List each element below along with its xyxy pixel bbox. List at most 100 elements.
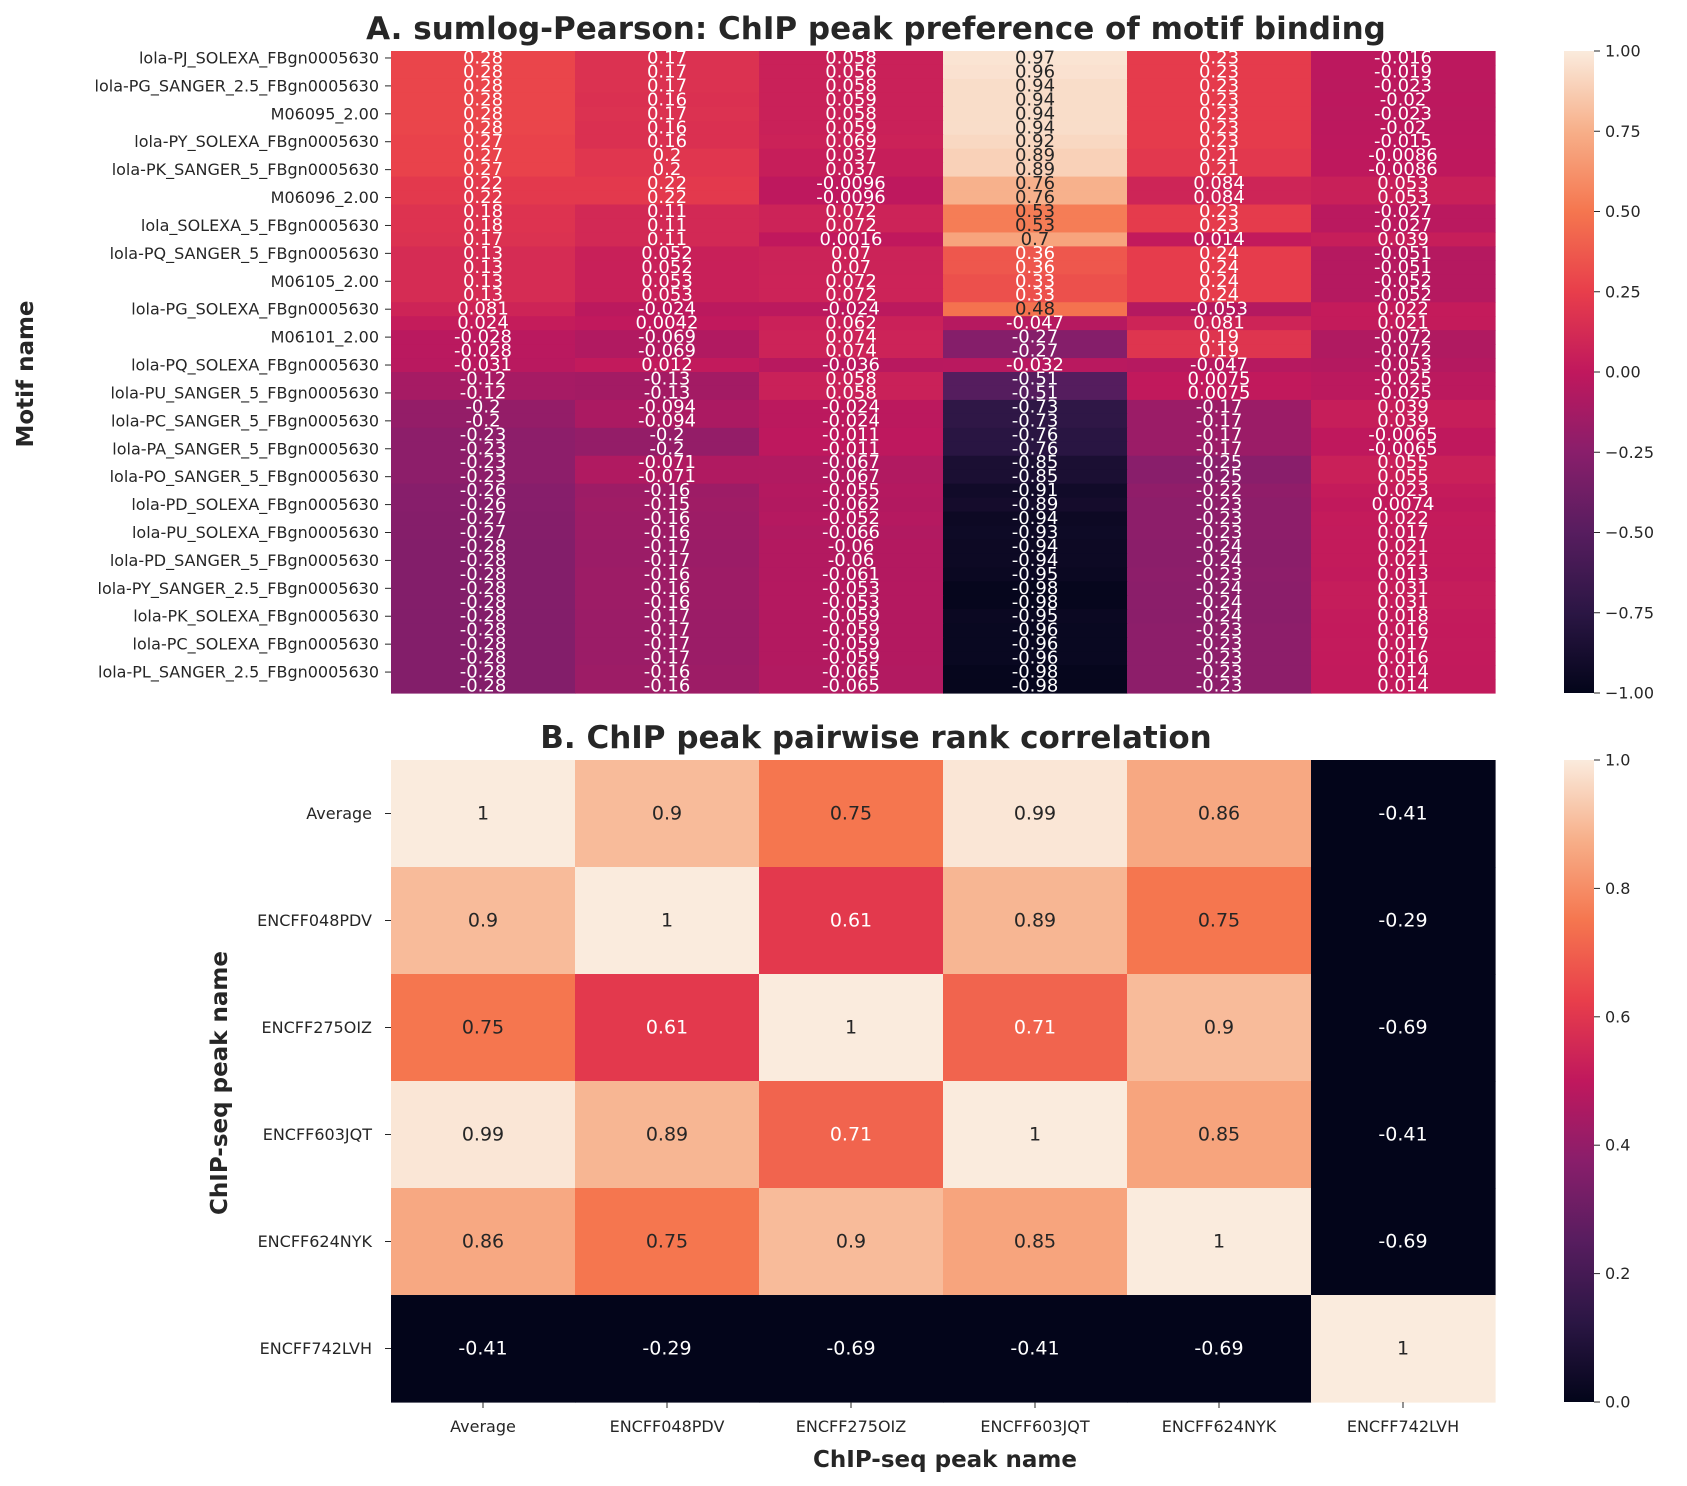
cell-value-label: -0.17 [644, 536, 691, 557]
cell-value-label: 0.072 [825, 285, 877, 306]
cell-value-label: 0.99 [462, 1124, 504, 1146]
heatmap-cell [759, 330, 944, 345]
heatmap-cell [391, 623, 576, 638]
heatmap-cell [1127, 399, 1312, 415]
cell-value-label: 1 [1397, 1338, 1409, 1360]
heatmap-cell [759, 867, 944, 975]
cell-value-label: -0.28 [460, 578, 507, 599]
cell-value-label: -0.16 [644, 508, 691, 529]
heatmap-cell [1127, 120, 1312, 136]
cell-value-label: 0.23 [1199, 201, 1239, 222]
heatmap-cell [1311, 1295, 1496, 1403]
heatmap-cell [575, 1188, 760, 1296]
cell-value-label: -0.027 [1374, 201, 1432, 222]
cell-value-label: -0.067 [822, 466, 880, 487]
heatmap-cell [391, 204, 576, 220]
cell-value-label: 0.058 [825, 368, 877, 389]
colorbar-tick-label: 0.4 [1605, 1136, 1630, 1155]
cell-value-label: -0.76 [1012, 424, 1059, 445]
heatmap-cell [943, 106, 1128, 122]
cell-value-label: 0.022 [1377, 299, 1429, 320]
panel-a-ylabel: Motif name [13, 300, 39, 447]
cell-value-label: 0.081 [1193, 313, 1245, 334]
cell-value-label: -0.059 [822, 606, 880, 627]
cell-value-label: 0.28 [463, 47, 503, 68]
panel-b-colorbar [1564, 760, 1594, 1402]
heatmap-cell [391, 511, 576, 527]
cell-value-label: 0.074 [825, 341, 877, 362]
cell-value-label: -0.94 [1012, 550, 1059, 571]
heatmap-cell [943, 760, 1128, 868]
cell-value-label: 0.024 [457, 313, 509, 334]
cell-value-label: -0.023 [1374, 75, 1432, 96]
cell-value-label: 0.0042 [636, 313, 699, 334]
heatmap-cell [759, 51, 944, 66]
cell-value-label: -0.69 [826, 1338, 875, 1360]
row-tick-label: M06096_2.00 [271, 188, 379, 208]
heatmap-cell [1311, 867, 1496, 975]
cell-value-label: -0.17 [1196, 410, 1243, 431]
heatmap-cell [1127, 511, 1312, 527]
heatmap-cell [943, 246, 1128, 261]
heatmap-cell [391, 413, 576, 429]
heatmap-cell [391, 665, 576, 680]
cell-value-label: 0.16 [647, 117, 687, 138]
cell-value-label: -0.053 [822, 592, 880, 613]
column-tick-label: ENCFF624NYK [1162, 1417, 1277, 1436]
cell-value-label: 0.0075 [1188, 382, 1251, 403]
cell-value-label: -0.011 [822, 438, 880, 459]
cell-value-label: -0.072 [1374, 327, 1432, 348]
heatmap-cell [1127, 525, 1312, 541]
heatmap-cell [575, 595, 760, 610]
heatmap-cell [943, 399, 1128, 415]
heatmap-cell [391, 274, 576, 289]
cell-value-label: 0.17 [463, 229, 503, 250]
cell-value-label: -0.41 [1010, 1338, 1059, 1360]
heatmap-cell [1127, 581, 1312, 596]
cell-value-label: 0.037 [825, 159, 877, 180]
cell-value-label: 0.013 [1377, 564, 1429, 585]
panel-a-heatmap: 0.28 0.17 0.058 0.97 0.23 -0.016 0.28 0.17 0.056… [391, 47, 1496, 697]
cell-value-label: -0.98 [1012, 592, 1059, 613]
heatmap-cell [391, 553, 576, 568]
heatmap-cell [759, 316, 944, 331]
heatmap-cell [943, 302, 1128, 317]
heatmap-cell [575, 385, 760, 401]
cell-value-label: -0.024 [822, 299, 880, 320]
heatmap-cell [943, 525, 1128, 541]
heatmap-cell [1127, 260, 1312, 275]
cell-value-label: 0.27 [463, 131, 503, 152]
cell-value-label: 0.75 [1198, 910, 1240, 932]
cell-value-label: 0.17 [647, 75, 687, 96]
heatmap-cell [391, 288, 576, 303]
cell-value-label: -0.051 [1374, 243, 1432, 264]
cell-value-label: -0.0065 [1368, 438, 1437, 459]
cell-value-label: 0.016 [1377, 648, 1429, 669]
cell-value-label: 0.94 [1015, 75, 1055, 96]
heatmap-cell [943, 623, 1128, 638]
cell-value-label: -0.41 [458, 1338, 507, 1360]
heatmap-cell [1311, 581, 1496, 596]
heatmap-cell [1311, 106, 1496, 122]
heatmap-cell [1311, 760, 1496, 868]
heatmap-cell [1127, 106, 1312, 122]
cell-value-label: -0.16 [644, 480, 691, 501]
heatmap-cell [1127, 497, 1312, 513]
heatmap-cell [943, 148, 1128, 164]
heatmap-cell [943, 51, 1128, 66]
heatmap-cell [391, 260, 576, 275]
heatmap-cell [391, 483, 576, 499]
heatmap-cell [1127, 413, 1312, 429]
heatmap-cell [1127, 867, 1312, 975]
cell-value-label: 0.71 [830, 1124, 872, 1146]
heatmap-cell [759, 609, 944, 624]
heatmap-cell [759, 204, 944, 220]
heatmap-cell [391, 427, 576, 443]
cell-value-label: 0.19 [1199, 327, 1239, 348]
heatmap-cell [575, 316, 760, 331]
heatmap-cell [943, 190, 1128, 206]
heatmap-cell [1311, 78, 1496, 94]
heatmap-cell [943, 595, 1128, 610]
heatmap-cell [1311, 399, 1496, 415]
heatmap-cell [1127, 441, 1312, 457]
